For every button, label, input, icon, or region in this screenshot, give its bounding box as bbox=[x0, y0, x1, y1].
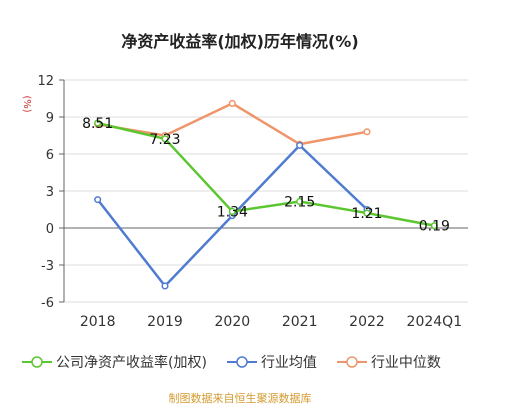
legend-label-company: 公司净资产收益率(加权) bbox=[56, 355, 207, 371]
y-tick-label: 12 bbox=[37, 74, 54, 89]
legend-line-icon bbox=[22, 356, 52, 368]
y-tick-label: 9 bbox=[46, 111, 54, 126]
legend-label-industry-median: 行业中位数 bbox=[370, 355, 441, 371]
data-point bbox=[161, 282, 169, 290]
x-tick-label: 2022 bbox=[349, 314, 385, 330]
data-point bbox=[363, 128, 371, 136]
data-labels: 8.51 7.23 1.34 2.15 1.21 0.19 bbox=[82, 116, 450, 235]
legend-item-industry-mean[interactable]: 行业均值 bbox=[226, 352, 317, 372]
x-axis-ticks: 2018 2019 2020 2021 2022 2024Q1 bbox=[80, 314, 462, 330]
grid-lines bbox=[59, 79, 468, 303]
y-axis-label: (%) bbox=[21, 95, 32, 112]
legend-label-industry-mean: 行业均值 bbox=[260, 355, 317, 371]
series-line bbox=[97, 102, 368, 146]
data-point bbox=[363, 209, 371, 217]
y-tick-label: 0 bbox=[46, 222, 54, 237]
legend-item-industry-median[interactable]: 行业中位数 bbox=[336, 352, 441, 372]
y-tick-label: -3 bbox=[41, 259, 54, 274]
x-tick-label: 2021 bbox=[282, 314, 318, 330]
y-tick-label: 3 bbox=[46, 185, 54, 200]
y-axis-ticks: 12 9 6 3 0 -3 -6 bbox=[37, 74, 54, 311]
legend-item-company[interactable]: 公司净资产收益率(加权) bbox=[22, 352, 207, 372]
data-point bbox=[228, 99, 236, 107]
data-point bbox=[94, 196, 102, 204]
legend-line-icon bbox=[226, 356, 257, 368]
data-label: 1.21 bbox=[351, 206, 382, 222]
data-label: 7.23 bbox=[149, 132, 180, 148]
line-chart: 12 9 6 3 0 -3 -6 2018 2019 2020 2021 2022 2024Q1 (%… bbox=[21, 74, 468, 330]
legend: 公司净资产收益率(加权) 行业均值 行业中位数 bbox=[22, 352, 461, 372]
data-label: 2.15 bbox=[284, 194, 315, 210]
data-point bbox=[228, 207, 236, 216]
x-tick-label: 2019 bbox=[147, 314, 183, 330]
series-layer bbox=[94, 99, 438, 290]
data-point bbox=[94, 119, 102, 127]
series-line bbox=[97, 121, 435, 227]
data-point bbox=[161, 135, 169, 143]
data-label: 0.19 bbox=[419, 219, 450, 235]
data-label: 8.51 bbox=[82, 116, 113, 132]
legend-line-icon bbox=[336, 356, 367, 368]
data-point bbox=[296, 197, 304, 206]
data-label: 1.34 bbox=[217, 204, 248, 220]
x-tick-label: 2020 bbox=[215, 314, 251, 330]
chart-title: 净资产收益率(加权)历年情况(%) bbox=[121, 32, 359, 51]
data-point bbox=[296, 141, 304, 149]
source-note: 制图数据来自恒生聚源数据库 bbox=[168, 392, 312, 405]
y-tick-label: 6 bbox=[46, 148, 54, 163]
x-tick-label: 2024Q1 bbox=[407, 314, 463, 330]
y-tick-label: -6 bbox=[41, 296, 54, 311]
x-tick-label: 2018 bbox=[80, 314, 116, 330]
data-point bbox=[430, 222, 438, 230]
